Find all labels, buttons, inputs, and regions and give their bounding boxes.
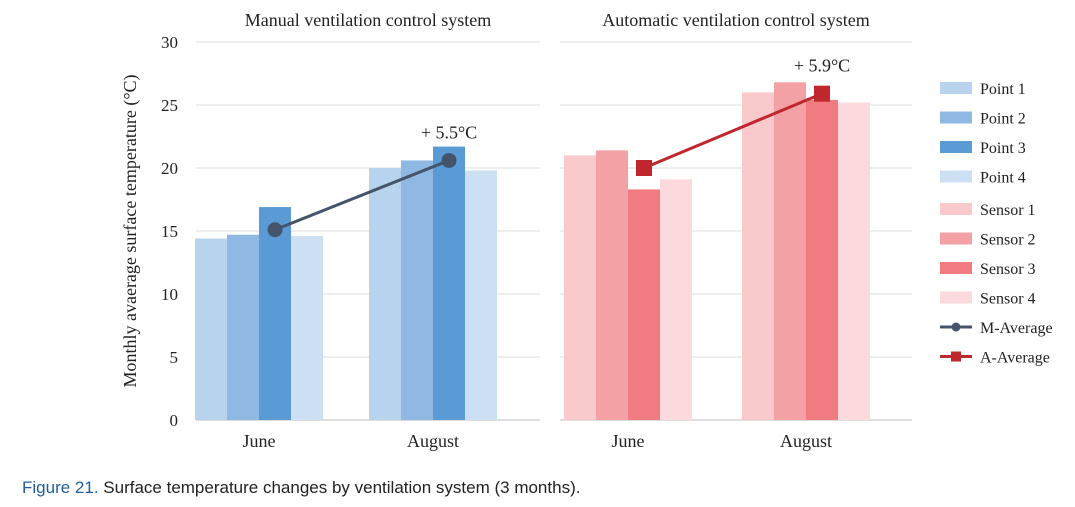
legend-swatch bbox=[940, 111, 972, 124]
bar bbox=[401, 160, 433, 420]
x-tick-label: June bbox=[243, 431, 276, 451]
legend-entry: Sensor 3 bbox=[980, 261, 1036, 278]
bar bbox=[742, 92, 774, 421]
y-tick-label: 30 bbox=[161, 33, 178, 52]
x-tick-label: August bbox=[780, 431, 832, 451]
bar bbox=[227, 234, 259, 420]
bar bbox=[774, 82, 806, 420]
legend-swatch bbox=[940, 82, 972, 94]
legend-entry: Sensor 4 bbox=[980, 291, 1036, 308]
legend-swatch bbox=[940, 141, 972, 153]
legend-entry: Sensor 1 bbox=[980, 202, 1036, 219]
change-annotation: + 5.5°C bbox=[421, 122, 477, 142]
legend-swatch bbox=[940, 262, 972, 274]
legend-entry: Point 2 bbox=[980, 111, 1026, 128]
average-marker bbox=[441, 152, 457, 168]
y-tick-label: 25 bbox=[161, 96, 178, 115]
bar bbox=[838, 102, 870, 420]
x-tick-label: June bbox=[612, 431, 645, 451]
bar bbox=[660, 179, 692, 420]
y-tick-label: 20 bbox=[161, 159, 178, 178]
bar bbox=[564, 155, 596, 420]
panel-title: Manual ventilation control system bbox=[245, 10, 491, 30]
bar bbox=[259, 207, 291, 420]
legend-entry: Point 3 bbox=[980, 140, 1026, 157]
bar bbox=[433, 146, 465, 420]
legend-swatch bbox=[940, 291, 972, 304]
figure-caption-label: Figure 21. bbox=[22, 478, 99, 497]
y-tick-label: 15 bbox=[161, 222, 178, 241]
legend-swatch bbox=[940, 203, 972, 215]
average-marker bbox=[814, 85, 830, 102]
average-line bbox=[274, 159, 450, 232]
average-line bbox=[643, 92, 823, 170]
y-tick-label: 5 bbox=[170, 348, 179, 367]
change-annotation: + 5.9°C bbox=[794, 56, 850, 76]
legend-swatch bbox=[940, 170, 972, 183]
legend-marker bbox=[951, 351, 961, 362]
y-tick-label: 0 bbox=[170, 411, 179, 430]
y-tick-label: 10 bbox=[161, 285, 178, 304]
legend-entry: M-Average bbox=[980, 320, 1053, 337]
legend-entry: Sensor 2 bbox=[980, 232, 1036, 249]
bar bbox=[195, 238, 227, 420]
surface-temperature-chart: 0 5 10 15 20 25 30 Monthly avaerage surface tem… bbox=[120, 10, 1053, 451]
bar bbox=[291, 236, 323, 420]
average-marker bbox=[267, 222, 283, 238]
legend-entry: Point 1 bbox=[980, 81, 1026, 98]
average-marker bbox=[636, 160, 652, 176]
legend-marker bbox=[951, 322, 961, 332]
y-axis-label: Monthly avaerage surface temperature (°C… bbox=[120, 74, 141, 387]
bar bbox=[465, 170, 497, 420]
figure-caption: Figure 21. Surface temperature changes b… bbox=[22, 478, 580, 498]
bar bbox=[596, 150, 628, 421]
legend-swatch bbox=[940, 232, 972, 245]
legend-entry: Point 4 bbox=[980, 170, 1026, 187]
bar bbox=[369, 168, 401, 420]
x-tick-label: August bbox=[407, 431, 459, 451]
bar bbox=[806, 99, 838, 421]
legend-entry: A-Average bbox=[980, 350, 1050, 367]
figure-caption-text: Surface temperature changes by ventilati… bbox=[103, 478, 581, 497]
bar bbox=[628, 189, 660, 420]
panel-title: Automatic ventilation control system bbox=[602, 10, 869, 30]
